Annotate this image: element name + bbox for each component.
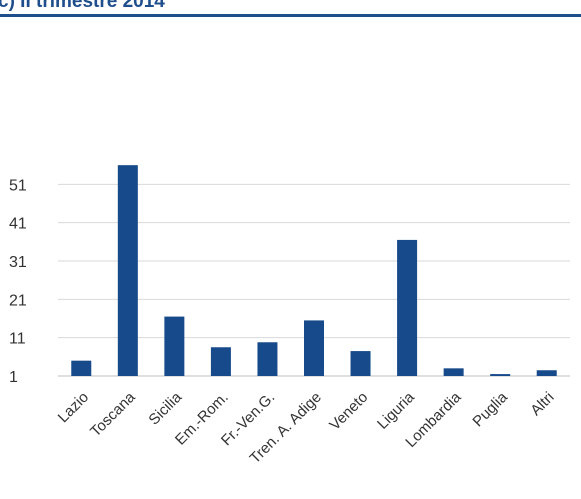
x-category-label: Lazio [55, 389, 92, 426]
x-category-label: Sicilia [145, 388, 185, 428]
x-category-label: Altri [527, 389, 557, 419]
y-tick-label: 1 [9, 369, 18, 386]
bar [536, 370, 557, 376]
chart-title: c) II trimestre 2014 [0, 0, 165, 12]
y-tick-label: 41 [9, 216, 27, 233]
x-category-label: Toscana [87, 388, 139, 440]
x-category-label: Liguria [374, 388, 418, 432]
y-tick-label: 31 [9, 254, 27, 271]
bar [304, 320, 324, 376]
x-category-label: Veneto [326, 389, 371, 434]
y-tick-label: 51 [9, 177, 27, 194]
y-tick-label: 11 [9, 331, 26, 348]
bar [71, 360, 92, 376]
bar [164, 316, 185, 376]
bar [350, 351, 371, 376]
bar [117, 165, 138, 376]
y-tick-label: 21 [9, 292, 27, 309]
bar [443, 368, 464, 376]
title-underline [0, 14, 581, 17]
bar [397, 239, 418, 376]
x-category-label: Puglia [470, 388, 512, 430]
bar [257, 342, 278, 376]
bars [71, 165, 557, 376]
bar [210, 347, 231, 376]
bar [490, 374, 511, 376]
